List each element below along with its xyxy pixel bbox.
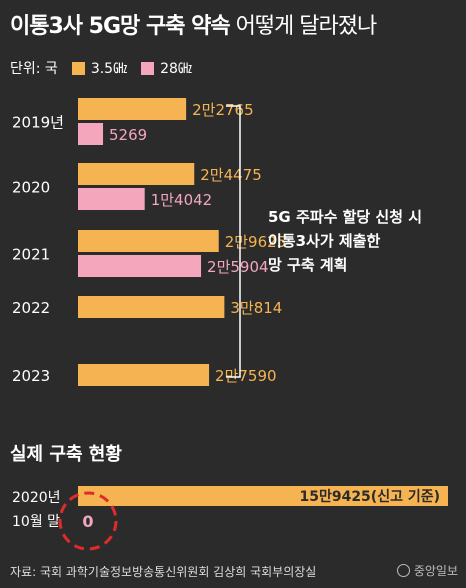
title-rest: 어떻게 달라졌나 xyxy=(229,14,378,39)
bar-label-35ghz: 3만814 xyxy=(230,299,282,317)
bar-label-actual-28ghz: 0 xyxy=(82,512,93,531)
title-bold: 이통3사 5G망 구축 약속 xyxy=(10,14,231,39)
chart-title: 이통3사 5G망 구축 약속 어떻게 달라졌나 xyxy=(10,8,378,40)
bar-35ghz xyxy=(78,98,187,120)
bar-label-35ghz: 2만7590 xyxy=(215,367,277,385)
bar-label-28ghz: 1만4042 xyxy=(151,191,213,209)
actual-category-line-2: 10월 말 xyxy=(12,514,60,530)
source-note: 자료: 국회 과학기술정보방송통신위원회 김상희 국회부의장실 xyxy=(10,565,317,579)
category-label: 2019년 xyxy=(12,114,64,132)
bar-label-35ghz: 2만4475 xyxy=(200,166,262,184)
legend-swatch-35 xyxy=(71,61,85,75)
bar-label-actual-35ghz: 15만9425(신고 기준) xyxy=(299,489,440,505)
category-label: 2021 xyxy=(12,246,50,264)
actual-category-line-1: 2020년 xyxy=(12,490,61,506)
bar-35ghz xyxy=(78,364,210,386)
note-line-2: 이통3사가 제출한 xyxy=(268,232,381,250)
bar-label-28ghz: 5269 xyxy=(109,126,147,144)
legend-label-35: 3.5㎓ xyxy=(90,61,128,77)
note-line-3: 망 구축 계획 xyxy=(268,256,348,274)
bar-28ghz xyxy=(78,255,202,277)
legend-unit: 단위: 국 xyxy=(10,61,58,77)
plan-note: 5G 주파수 할당 신청 시 이통3사가 제출한 망 구축 계획 xyxy=(268,205,422,277)
bar-actual-35ghz xyxy=(78,486,448,506)
actual-section-title: 실제 구축 현황 xyxy=(10,444,122,465)
bar-28ghz xyxy=(78,188,145,210)
highlight-circle xyxy=(58,491,118,551)
bar-35ghz xyxy=(78,296,225,318)
bar-35ghz xyxy=(78,163,195,185)
publisher-logo: 중앙일보 xyxy=(396,562,458,579)
legend-label-28: 28㎓ xyxy=(160,61,192,77)
category-label: 2023 xyxy=(12,367,50,385)
bar-label-35ghz: 2만2765 xyxy=(192,101,254,119)
category-label: 2022 xyxy=(12,299,50,317)
logo-circle-icon xyxy=(396,564,410,577)
bar-28ghz xyxy=(78,123,104,145)
legend: 단위: 국 3.5㎓ 28㎓ xyxy=(10,58,192,78)
bar-35ghz xyxy=(78,230,219,252)
logo-text: 중앙일보 xyxy=(413,564,458,578)
category-label: 2020 xyxy=(12,179,50,197)
bracket-line xyxy=(226,105,241,378)
bar-label-28ghz: 2만5904 xyxy=(207,258,269,276)
note-line-1: 5G 주파수 할당 신청 시 xyxy=(268,208,423,226)
legend-swatch-28 xyxy=(141,61,155,75)
